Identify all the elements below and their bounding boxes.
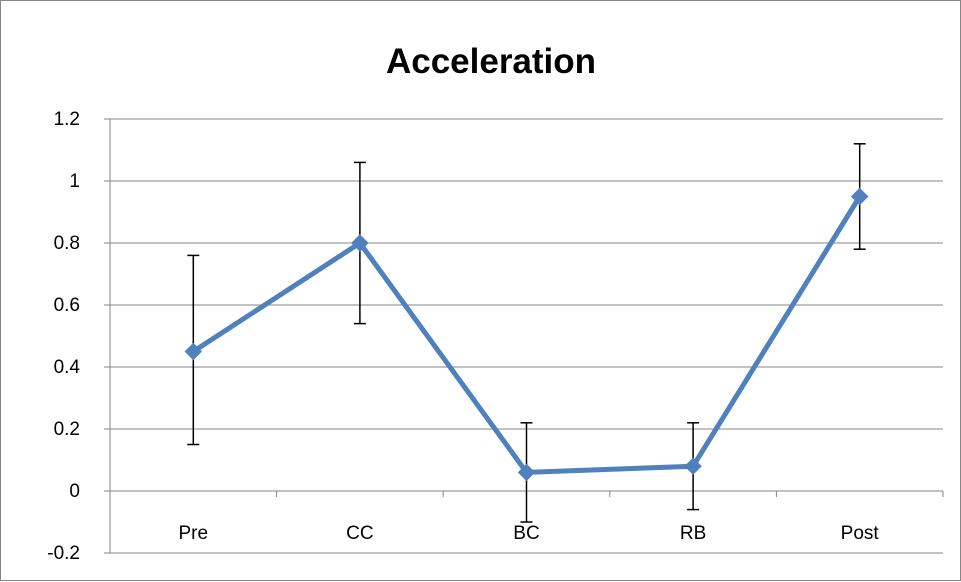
data-point-marker: [517, 463, 536, 482]
y-tick-label: 0.2: [54, 419, 80, 440]
axis-layer: [104, 118, 944, 554]
y-tick-label: 0.6: [54, 295, 80, 316]
y-tick-label: 1: [69, 171, 80, 192]
data-point-marker: [184, 342, 203, 361]
data-point-marker: [684, 457, 702, 475]
data-point-marker: [351, 234, 369, 252]
chart-title: Acceleration: [386, 42, 596, 81]
x-tick-label: Post: [841, 523, 880, 544]
x-tick-label: CC: [346, 523, 373, 544]
y-tick-label: 0: [69, 481, 80, 502]
data-point-marker: [850, 187, 869, 206]
x-tick-label: Pre: [179, 523, 209, 544]
tick-label-layer: -0.2 0 0.2 0.4 0.6 0.8 1 1.2 Pre CC BC RB Post: [47, 109, 879, 564]
y-tick-label: -0.2: [47, 543, 80, 564]
y-tick-label: 1.2: [54, 109, 80, 130]
x-tick-label: RB: [680, 523, 706, 544]
y-tick-label: 0.4: [54, 357, 81, 378]
y-tick-label: 0.8: [54, 233, 80, 254]
x-tick-label: BC: [513, 523, 539, 544]
marker-layer: [184, 187, 869, 482]
